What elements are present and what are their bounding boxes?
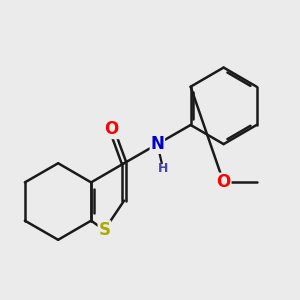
Text: O: O xyxy=(217,173,231,191)
Text: N: N xyxy=(150,135,164,153)
Text: S: S xyxy=(98,221,110,239)
Text: O: O xyxy=(105,120,119,138)
Text: H: H xyxy=(158,162,168,175)
